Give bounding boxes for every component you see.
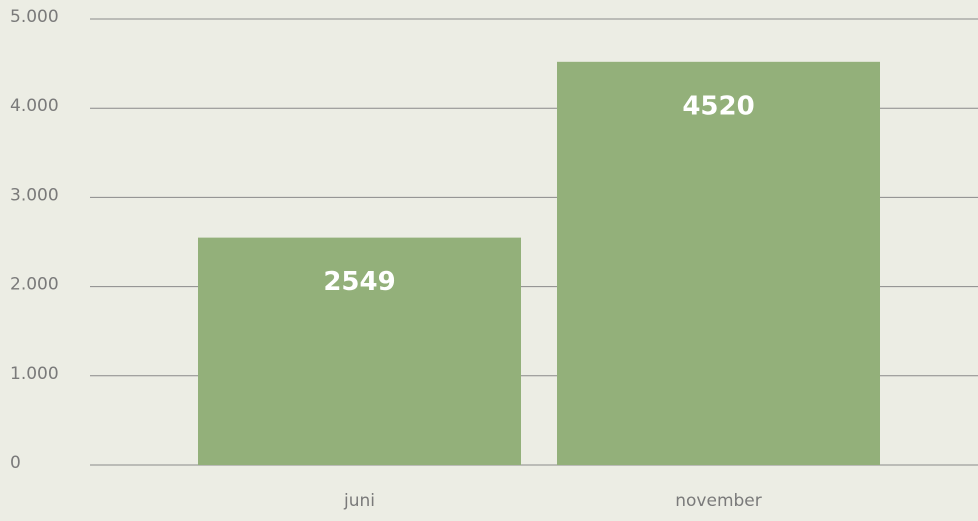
- y-tick-label: 4.000: [10, 96, 59, 116]
- bar: [557, 61, 880, 465]
- x-tick-label: juni: [343, 491, 375, 511]
- y-tick-label: 3.000: [10, 185, 59, 205]
- y-tick-label: 2.000: [10, 275, 59, 295]
- x-tick-label: november: [675, 491, 762, 511]
- y-tick-label: 5.000: [10, 7, 59, 27]
- bar: [198, 237, 521, 465]
- data-label: 2549: [323, 267, 395, 297]
- y-tick-label: 1.000: [10, 364, 59, 384]
- data-label: 4520: [682, 91, 754, 121]
- y-tick-label: 0: [10, 453, 21, 473]
